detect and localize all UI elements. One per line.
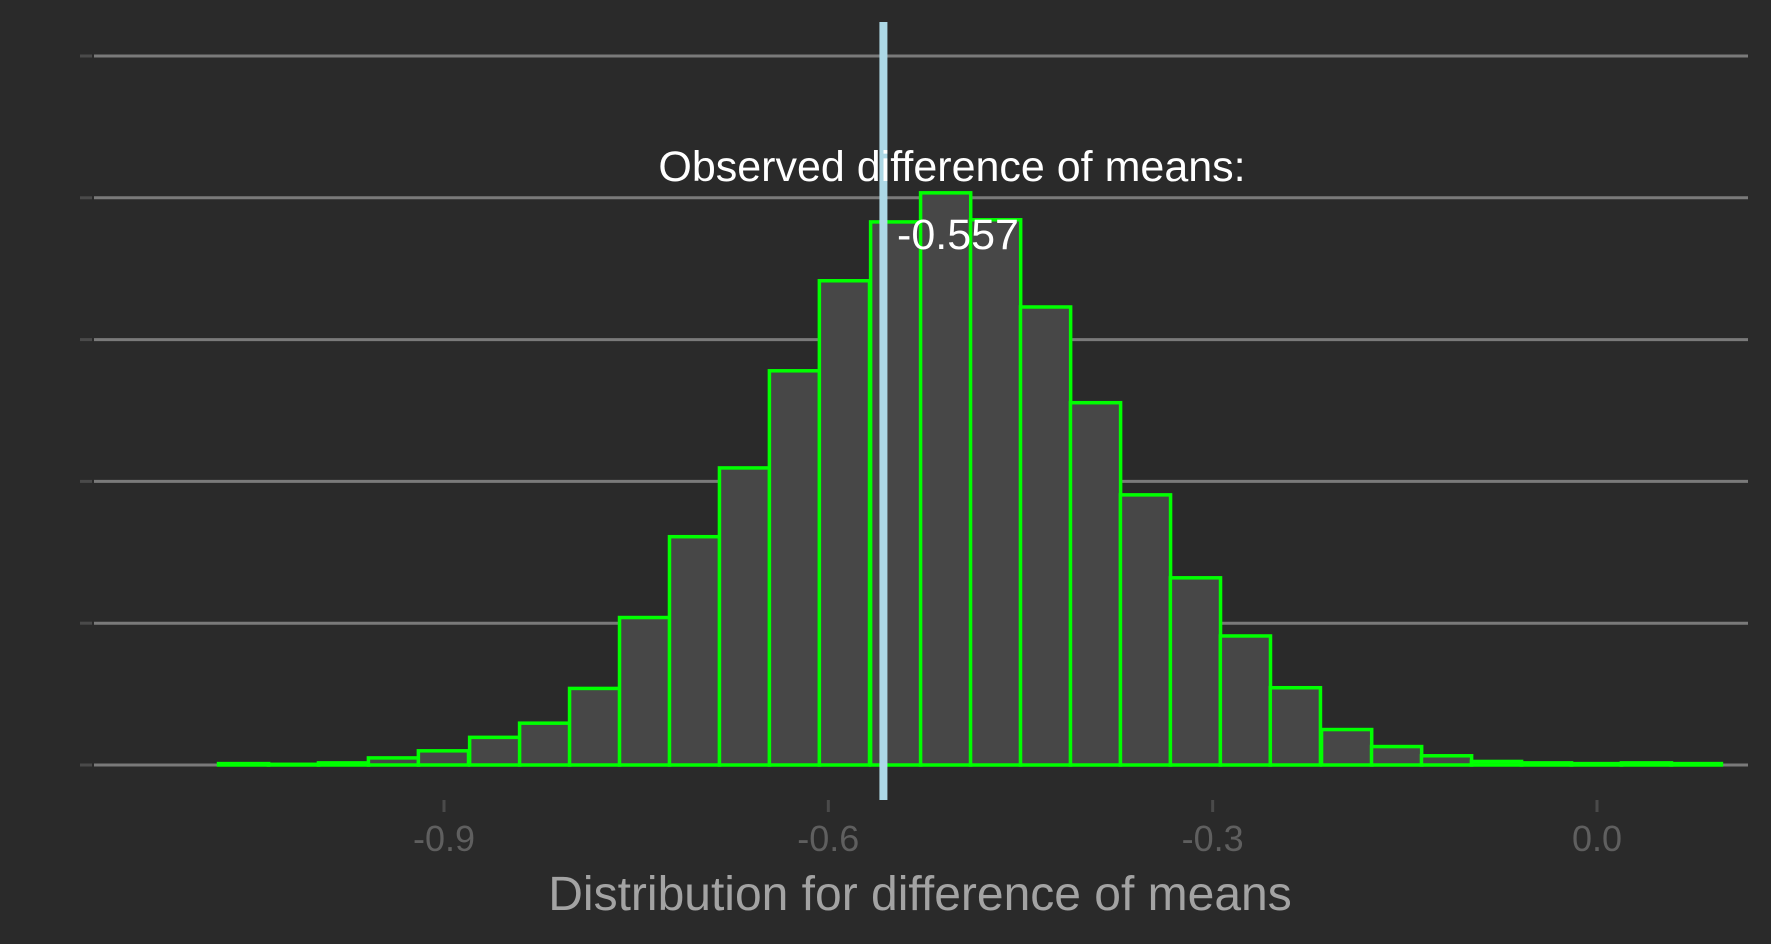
histogram-bar bbox=[366, 756, 421, 767]
histogram-bar bbox=[216, 761, 271, 767]
annotation-title: Observed difference of means: bbox=[658, 143, 1245, 191]
x-tick-label: -0.6 bbox=[797, 818, 859, 859]
histogram-bar bbox=[868, 220, 923, 767]
histogram-bar bbox=[1118, 493, 1173, 767]
x-tick-label: 0.0 bbox=[1572, 818, 1622, 859]
histogram-bar bbox=[567, 686, 622, 767]
histogram-bar bbox=[1168, 576, 1223, 767]
histogram-bar bbox=[1319, 727, 1374, 767]
histogram-bar bbox=[1619, 761, 1674, 767]
histogram-bar bbox=[517, 721, 572, 767]
histogram-bar bbox=[266, 762, 321, 767]
x-axis-title: Distribution for difference of means bbox=[548, 868, 1291, 921]
histogram-bar bbox=[1569, 761, 1624, 767]
histogram-bar bbox=[1369, 744, 1424, 767]
histogram-bar bbox=[316, 761, 371, 767]
x-tick-label: -0.3 bbox=[1182, 818, 1244, 859]
annotation-group: Observed difference of means: -0.557 bbox=[658, 143, 1245, 259]
histogram-bar bbox=[717, 466, 772, 767]
histogram-bar bbox=[1268, 685, 1323, 767]
histogram-bar bbox=[617, 615, 672, 767]
histogram-bar bbox=[1018, 305, 1073, 767]
histogram-bar bbox=[1068, 400, 1123, 767]
histogram-bar bbox=[416, 749, 471, 767]
histogram-bar bbox=[1419, 754, 1474, 767]
histogram-bar bbox=[1218, 634, 1273, 767]
histogram-bar bbox=[817, 279, 872, 767]
histogram-bar bbox=[1669, 761, 1724, 767]
histogram-bar bbox=[467, 735, 522, 767]
x-tick-label: -0.9 bbox=[413, 818, 475, 859]
histogram-bar bbox=[767, 369, 822, 767]
histogram-bar bbox=[918, 191, 973, 767]
histogram-bar bbox=[1469, 759, 1524, 767]
histogram-bar bbox=[968, 218, 1023, 767]
x-axis-ticks: -0.9 -0.6 -0.3 0.0 bbox=[413, 800, 1622, 859]
histogram-bar bbox=[667, 534, 722, 767]
histogram-bars bbox=[216, 191, 1724, 767]
annotation-value: -0.557 bbox=[897, 211, 1019, 259]
histogram-bar bbox=[1519, 761, 1574, 767]
